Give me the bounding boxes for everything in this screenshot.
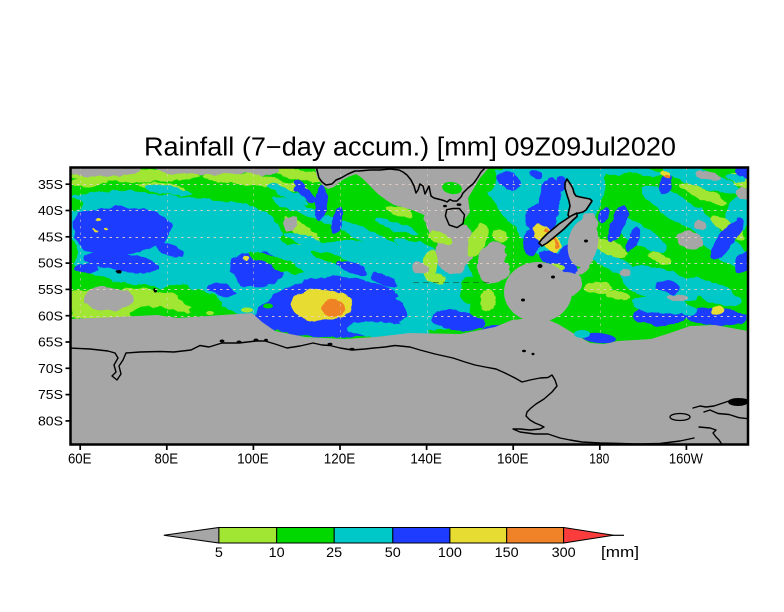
svg-text:5: 5 (215, 544, 223, 560)
svg-text:35S: 35S (38, 178, 63, 192)
svg-text:65S: 65S (38, 336, 63, 350)
svg-text:50S: 50S (38, 257, 63, 271)
svg-text:160E: 160E (497, 452, 529, 468)
svg-text:50: 50 (385, 544, 401, 560)
svg-text:25: 25 (326, 544, 342, 560)
svg-text:140E: 140E (410, 452, 442, 468)
svg-text:40S: 40S (38, 204, 63, 218)
svg-text:45S: 45S (38, 230, 63, 244)
svg-text:[mm]: [mm] (601, 545, 639, 561)
svg-text:100E: 100E (237, 452, 269, 468)
svg-text:80E: 80E (155, 452, 179, 468)
svg-text:70S: 70S (38, 362, 63, 376)
svg-text:180: 180 (589, 452, 609, 468)
svg-text:55S: 55S (38, 283, 63, 297)
svg-text:160W: 160W (669, 452, 703, 468)
svg-text:60S: 60S (38, 309, 63, 323)
svg-text:120E: 120E (324, 452, 356, 468)
svg-text:100: 100 (438, 544, 462, 560)
svg-text:10: 10 (269, 544, 285, 560)
svg-text:150: 150 (495, 544, 519, 560)
svg-text:75S: 75S (38, 388, 63, 402)
svg-text:Rainfall (7−day accum.) [mm] 0: Rainfall (7−day accum.) [mm] 09Z09Jul202… (144, 134, 676, 162)
svg-text:60E: 60E (68, 452, 92, 468)
svg-text:80S: 80S (38, 415, 63, 429)
svg-text:300: 300 (552, 544, 576, 560)
